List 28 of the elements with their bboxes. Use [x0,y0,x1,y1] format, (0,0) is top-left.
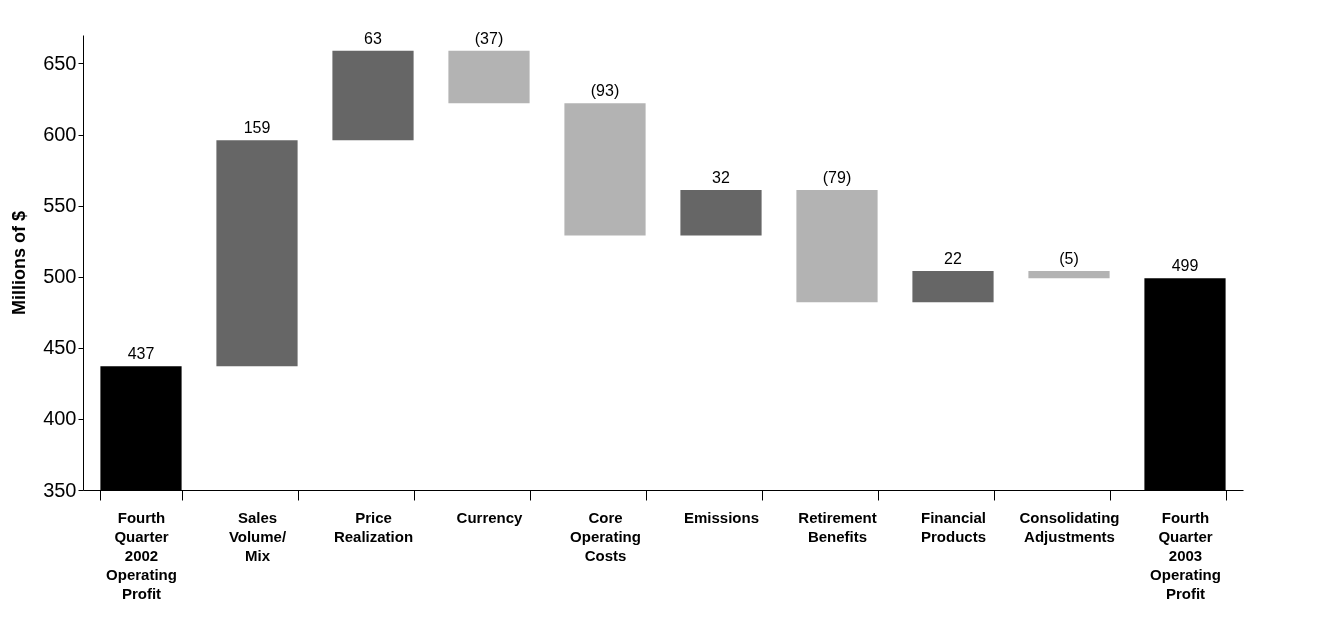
y-tick-label: 450 [43,336,77,359]
data-label: 32 [712,168,730,186]
data-label: 63 [364,29,382,47]
data-label: 159 [243,119,271,137]
y-tick-label: 600 [43,123,77,146]
y-tick-label: 650 [43,51,77,74]
data-label: 22 [944,250,962,268]
x-tick-label: Fourth Quarter 2003 Operating Profit [1150,508,1221,602]
x-tick-label: Core Operating Costs [570,508,641,564]
data-label: (79) [822,168,852,186]
x-tick-label: Retirement Benefits [798,508,877,545]
x-tick-label: Emissions [683,508,760,526]
x-tick-label: Sales Volume/Mix [228,508,287,564]
x-tick-label: Financial Products [920,508,987,545]
y-tick-label: 550 [43,194,77,217]
y-tick-label: 400 [43,407,77,430]
data-label: (5) [1059,250,1079,268]
x-tick-label: Currency [456,508,524,526]
data-label: 437 [127,345,155,363]
y-tick-label: 350 [43,478,77,501]
y-tick-label: 500 [43,265,77,288]
x-tick-label: Consolidating Adjustments [1019,508,1120,545]
x-tick-label: Fourth Quarter 2002 Operating Profit [106,508,177,602]
data-label: 499 [1171,257,1199,275]
y-axis-title: Millions of $ [9,210,30,316]
data-label: (93) [590,82,620,100]
x-tick-label: Price Realization [333,508,414,545]
data-label: (37) [474,29,504,47]
